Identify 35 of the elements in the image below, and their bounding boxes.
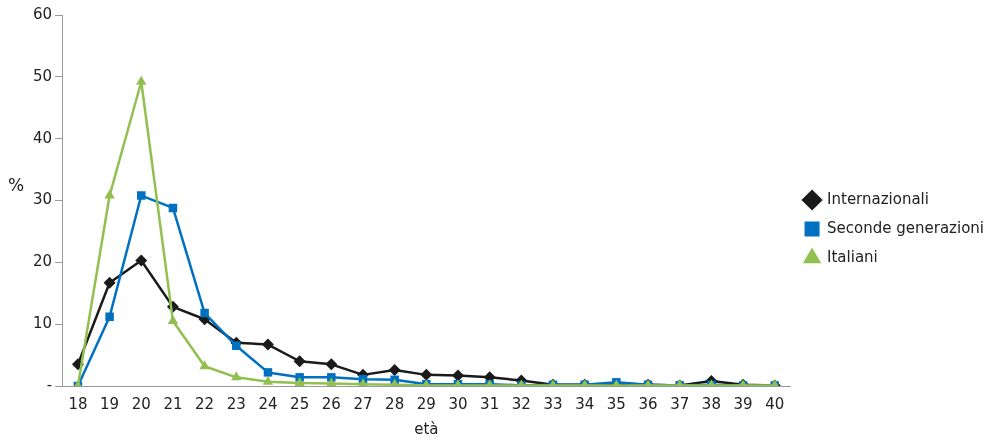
- x-tick-label: 34: [575, 394, 595, 413]
- x-tick-label: 26: [321, 394, 341, 413]
- y-tick-label: 10: [32, 314, 53, 333]
- x-tick-label: 37: [670, 394, 690, 413]
- x-tick-label: 29: [416, 394, 436, 413]
- x-tick-label: 39: [733, 394, 753, 413]
- x-tick-label: 24: [258, 394, 278, 413]
- legend-label: Internazionali: [827, 189, 929, 208]
- y-tick-label: 20: [32, 252, 53, 271]
- x-tick-label: 38: [701, 394, 721, 413]
- x-tick-label: 33: [543, 394, 563, 413]
- x-tick-label: 40: [765, 394, 785, 413]
- x-axis-title: età: [414, 419, 439, 438]
- x-tick-label: 20: [131, 394, 151, 413]
- y-tick-label: 40: [32, 128, 53, 147]
- x-tick-label: 19: [100, 394, 120, 413]
- x-tick-label: 18: [68, 394, 88, 413]
- x-tick-label: 21: [163, 394, 183, 413]
- x-tick-label: 28: [385, 394, 405, 413]
- x-tick-label: 27: [353, 394, 373, 413]
- legend-label: Italiani: [827, 247, 878, 266]
- x-tick-label: 36: [638, 394, 658, 413]
- x-tick-label: 32: [511, 394, 531, 413]
- y-tick-label: 30: [32, 190, 53, 209]
- x-tick-label: 30: [448, 394, 468, 413]
- legend-label: Seconde generazioni: [827, 218, 984, 237]
- y-tick-label: 50: [32, 66, 53, 85]
- x-tick-label: 23: [226, 394, 246, 413]
- x-tick-label: 35: [606, 394, 626, 413]
- y-axis-title: %: [8, 175, 25, 195]
- y-tick-label: -: [46, 375, 53, 394]
- x-tick-label: 31: [480, 394, 500, 413]
- x-tick-label: 22: [195, 394, 215, 413]
- x-tick-label: 25: [290, 394, 310, 413]
- y-tick-label: 60: [32, 4, 53, 23]
